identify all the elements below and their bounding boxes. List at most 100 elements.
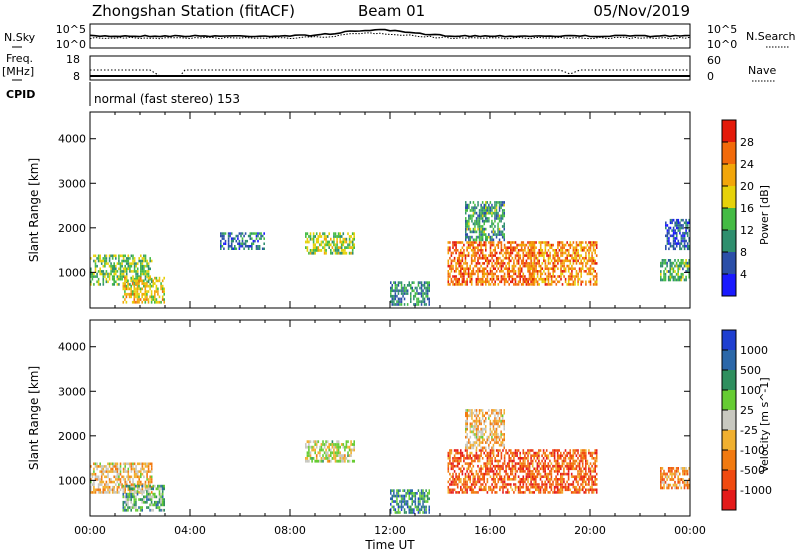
echo-cell: [474, 480, 476, 484]
echo-cell: [529, 277, 531, 281]
echo-cell: [505, 491, 507, 494]
echo-cell: [135, 295, 137, 299]
echo-cell: [660, 478, 662, 481]
echo-cell: [315, 457, 318, 460]
echo-cell: [472, 259, 475, 263]
echo-cell: [306, 237, 309, 241]
echo-cell: [589, 485, 592, 489]
echo-cell: [569, 267, 572, 270]
echo-cell: [495, 491, 498, 494]
echo-cell: [485, 472, 487, 476]
echo-cell: [583, 449, 585, 452]
echo-cell: [102, 275, 105, 278]
echo-cell: [570, 467, 573, 471]
echo-cell: [595, 483, 598, 486]
echo-cell: [108, 264, 111, 268]
echo-cell: [465, 430, 467, 434]
echo-cell: [513, 246, 515, 249]
echo-cell: [581, 459, 584, 463]
echo-cell: [423, 494, 426, 498]
echo-cell: [319, 232, 321, 236]
echo-cell: [495, 433, 498, 436]
echo-cell: [533, 275, 535, 278]
echo-cell: [494, 262, 496, 265]
echo-cell: [93, 488, 95, 492]
echo-cell: [517, 480, 520, 484]
echo-cell: [325, 243, 327, 247]
echo-cell: [447, 280, 450, 284]
echo-cell: [591, 485, 593, 489]
echo-cell: [138, 506, 140, 509]
echo-cell: [144, 295, 147, 299]
echo-cell: [322, 240, 324, 244]
echo-cell: [508, 256, 510, 260]
echo-cell: [549, 483, 551, 486]
echo-cell: [119, 267, 122, 271]
echo-cell: [317, 451, 320, 455]
echo-cell: [530, 264, 533, 268]
echo-cell: [585, 462, 587, 465]
echo-cell: [135, 495, 137, 499]
echo-cell: [536, 483, 539, 486]
echo-cell: [452, 283, 454, 286]
echo-cell: [155, 290, 158, 293]
echo-cell: [488, 235, 490, 239]
echo-cell: [455, 480, 457, 484]
echo-cell: [467, 478, 470, 481]
echo-cell: [564, 449, 567, 452]
echo-cell: [500, 457, 503, 460]
echo-cell: [592, 270, 595, 273]
echo-cell: [317, 235, 320, 238]
echo-cell: [146, 484, 148, 488]
echo-cell: [94, 462, 97, 466]
echo-cell: [478, 225, 481, 228]
echo-cell: [241, 242, 244, 245]
echo-cell: [133, 485, 136, 489]
echo-cell: [322, 459, 324, 463]
echo-cell: [334, 445, 337, 449]
echo-cell: [428, 286, 430, 290]
echo-cell: [516, 275, 518, 278]
echo-cell: [488, 472, 490, 476]
echo-cell: [682, 239, 684, 243]
echo-cell: [458, 480, 460, 484]
echo-cell: [503, 256, 506, 260]
echo-cell: [679, 221, 681, 225]
echo-cell: [90, 491, 92, 494]
echo-cell: [552, 480, 554, 484]
echo-cell: [315, 246, 318, 249]
echo-cell: [561, 475, 564, 478]
echo-cell: [683, 247, 686, 251]
echo-cell: [428, 508, 430, 511]
echo-cell: [326, 235, 329, 238]
echo-cell: [108, 259, 111, 263]
echo-cell: [469, 201, 472, 204]
echo-cell: [140, 488, 142, 492]
echo-cell: [503, 280, 506, 284]
echo-cell: [678, 264, 681, 268]
echo-cell: [564, 483, 567, 486]
echo-cell: [563, 259, 565, 263]
echo-cell: [688, 275, 690, 279]
echo-cell: [102, 277, 105, 281]
echo-cell: [143, 279, 145, 283]
echo-cell: [129, 257, 131, 260]
echo-cell: [668, 237, 670, 240]
echo-cell: [344, 448, 346, 452]
echo-cell: [113, 264, 115, 268]
echo-cell: [323, 443, 326, 446]
echo-cell: [497, 230, 499, 234]
echo-cell: [566, 467, 568, 471]
echo-cell: [567, 243, 570, 247]
freq-label: Freq.: [6, 52, 33, 65]
echo-cell: [140, 467, 142, 471]
echo-cell: [486, 472, 489, 476]
echo-cell: [478, 430, 481, 434]
echo-cell: [543, 270, 545, 273]
echo-cell: [452, 241, 454, 244]
echo-cell: [469, 478, 471, 481]
echo-cell: [150, 503, 153, 507]
echo-cell: [585, 467, 587, 471]
echo-cell: [558, 462, 560, 465]
echo-cell: [477, 478, 479, 481]
